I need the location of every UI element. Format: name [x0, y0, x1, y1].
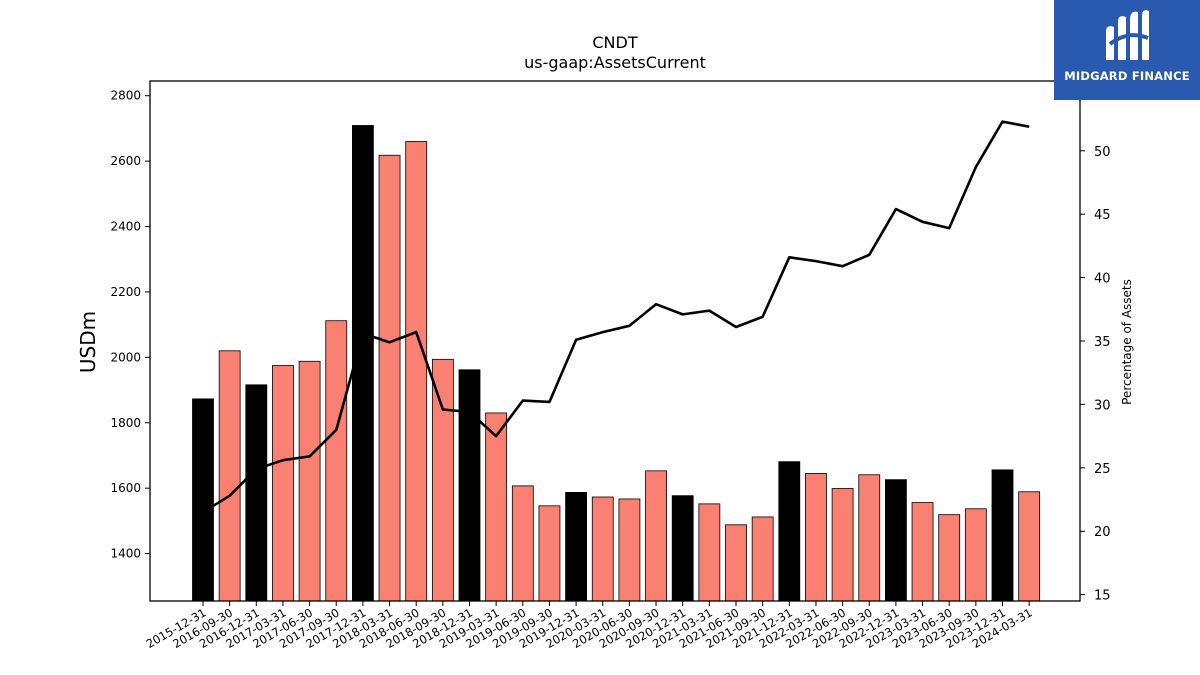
- ticks-group: 1400 1600 1800 2000 2200 2400 2600 2800 15 20 25 30…: [110, 89, 1110, 651]
- chart-title: CNDT: [592, 33, 637, 52]
- bar: [671, 495, 694, 602]
- y-tick-label: 1800: [110, 416, 141, 430]
- percentage-line: [202, 120, 1030, 514]
- y-axis-label: USDm: [76, 311, 100, 373]
- bar: [272, 365, 294, 602]
- y2-tick-label: 15: [1094, 589, 1111, 604]
- bar: [591, 496, 614, 602]
- bar: [325, 320, 348, 602]
- bar: [565, 492, 587, 602]
- y-tick-label: 2800: [110, 89, 141, 103]
- y-tick-label: 2000: [110, 350, 141, 364]
- bar: [645, 470, 667, 602]
- bar: [378, 154, 401, 602]
- bar: [911, 502, 934, 602]
- brand-name: MIDGARD FINANCE: [1064, 69, 1190, 83]
- y-tick-label: 2200: [110, 285, 141, 299]
- bar: [991, 469, 1014, 602]
- bar: [245, 384, 268, 602]
- bars-group: [192, 125, 1041, 602]
- y2-tick-label: 20: [1094, 525, 1111, 540]
- y-tick-label: 2600: [110, 154, 141, 168]
- y-tick-label: 2400: [110, 220, 141, 234]
- y2-tick-label: 25: [1094, 462, 1111, 477]
- bar: [964, 508, 987, 602]
- y2-tick-label: 35: [1094, 335, 1111, 350]
- bar: [751, 516, 774, 602]
- bar: [778, 461, 801, 602]
- bar: [858, 474, 881, 602]
- bar: [192, 398, 214, 602]
- bar: [1018, 491, 1041, 602]
- bar: [458, 369, 481, 602]
- y2-tick-label: 45: [1094, 208, 1111, 223]
- y2-tick-label: 30: [1094, 398, 1111, 413]
- bar: [485, 412, 508, 602]
- bar: [725, 524, 747, 602]
- y2-tick-label: 40: [1094, 272, 1111, 287]
- bar: [698, 503, 721, 602]
- bar: [885, 479, 907, 602]
- bar: [831, 488, 854, 602]
- bar: [538, 505, 561, 602]
- y-tick-label: 1400: [110, 547, 141, 561]
- y-tick-label: 1600: [110, 481, 141, 495]
- midgard-m-logo-icon: [1106, 10, 1149, 61]
- bar: [431, 358, 454, 602]
- bar: [405, 141, 428, 602]
- y2-axis-label: Percentage of Assets: [1120, 279, 1134, 405]
- bar: [805, 473, 827, 602]
- bar: [938, 514, 961, 602]
- bar: [511, 485, 534, 602]
- y2-tick-label: 50: [1094, 145, 1111, 160]
- line-layer: [202, 120, 1030, 514]
- brand-logo: MIDGARD FINANCE: [1054, 0, 1200, 100]
- bar: [218, 350, 241, 602]
- bar: [618, 498, 641, 602]
- bar: [298, 360, 321, 602]
- chart-subtitle: us-gaap:AssetsCurrent: [524, 53, 706, 72]
